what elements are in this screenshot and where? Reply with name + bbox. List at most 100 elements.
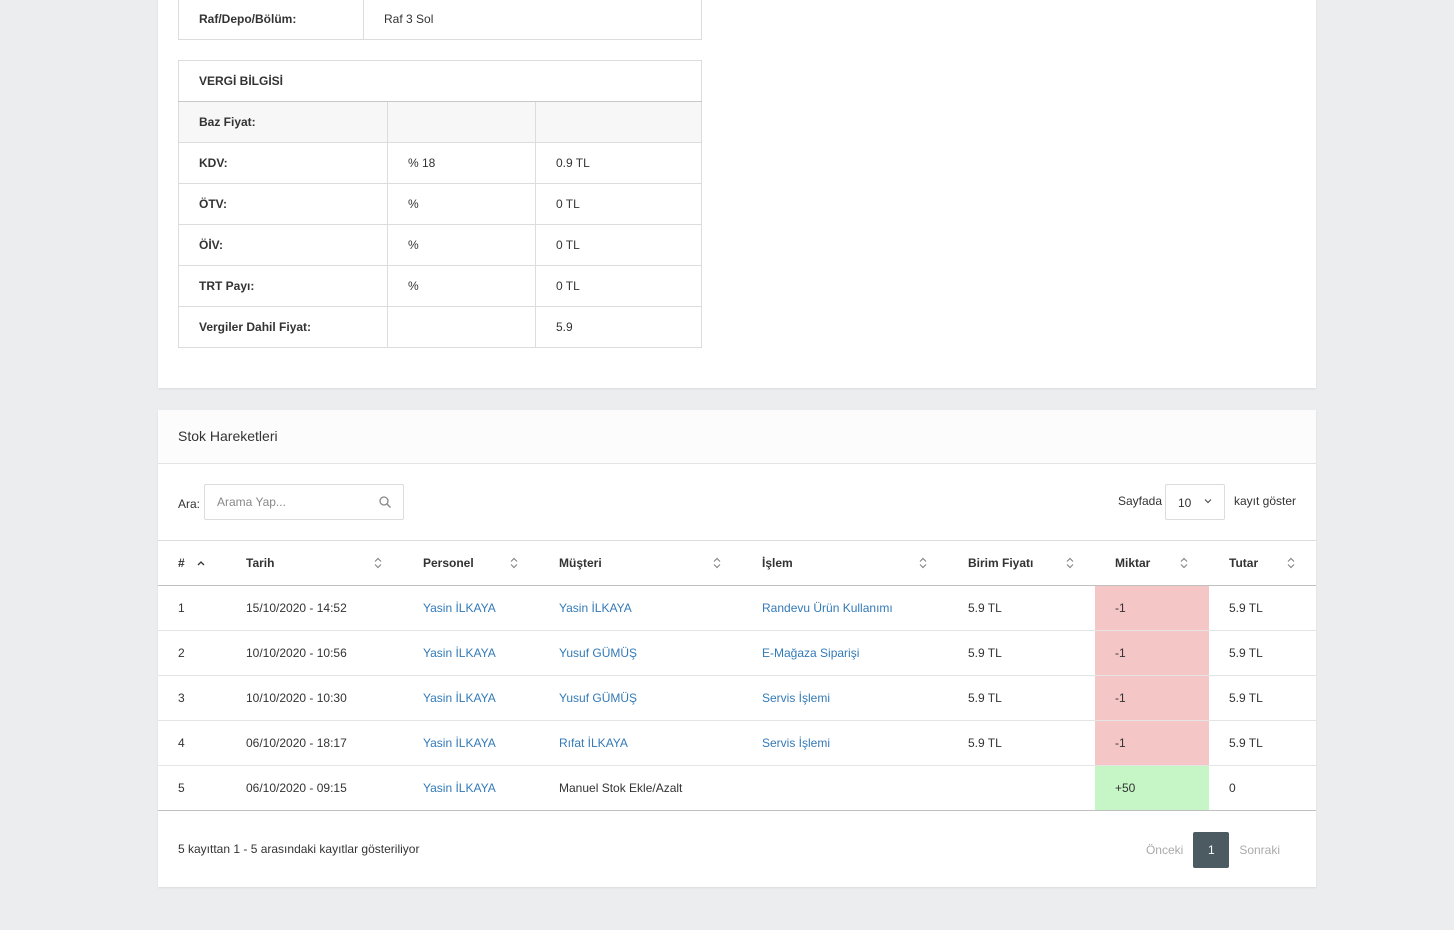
row-operation-link[interactable]: E-Mağaza Siparişi	[742, 630, 948, 676]
tax-row-percent	[387, 306, 536, 348]
tax-row-label: ÖİV:	[178, 224, 388, 266]
row-number: 5	[158, 765, 226, 811]
tax-row-amount: 0 TL	[535, 224, 702, 266]
sort-icon	[510, 557, 518, 569]
row-customer-link[interactable]: Yusuf GÜMÜŞ	[539, 630, 742, 676]
row-total: 5.9 TL	[1209, 720, 1316, 766]
next-page-button[interactable]: Sonraki	[1239, 843, 1280, 857]
sort-icon	[1287, 557, 1295, 569]
tax-row-percent: % 18	[387, 142, 536, 184]
card-title: Stok Hareketleri	[158, 410, 1316, 464]
tax-row-percent: %	[387, 224, 536, 266]
row-number: 3	[158, 675, 226, 721]
row-unit-price: 5.9 TL	[948, 675, 1095, 721]
row-customer-link[interactable]: Yasin İLKAYA	[539, 585, 742, 631]
row-staff-link[interactable]: Yasin İLKAYA	[403, 675, 539, 721]
tax-row-label: ÖTV:	[178, 183, 388, 225]
row-staff-link[interactable]: Yasin İLKAYA	[403, 720, 539, 766]
row-operation-link[interactable]: Randevu Ürün Kullanımı	[742, 585, 948, 631]
tax-row-amount: 5.9	[535, 306, 702, 348]
row-operation-link[interactable]: Servis İşlemi	[742, 675, 948, 721]
page-length-value: 10	[1178, 496, 1192, 510]
sort-icon	[1066, 557, 1074, 569]
stock-movements-card: Stok Hareketleri Ara: Sayfada 10 kayıt g…	[158, 410, 1316, 887]
row-staff-link[interactable]: Yasin İLKAYA	[403, 585, 539, 631]
row-unit-price: 5.9 TL	[948, 720, 1095, 766]
col-header-no[interactable]: #	[158, 540, 226, 586]
row-customer-text: Manuel Stok Ekle/Azalt	[539, 765, 742, 811]
col-header-staff[interactable]: Personel	[403, 540, 539, 586]
page-length-select[interactable]: 10	[1165, 484, 1225, 520]
table-row: 2 10/10/2020 - 10:56 Yasin İLKAYA Yusuf …	[158, 630, 1316, 676]
sort-icon	[713, 557, 721, 569]
sort-ascending-icon	[197, 561, 205, 566]
location-value: Raf 3 Sol	[363, 0, 702, 40]
col-header-customer[interactable]: Müşteri	[539, 540, 742, 586]
tax-row: Vergiler Dahil Fiyat: 5.9	[178, 306, 702, 348]
row-total: 5.9 TL	[1209, 585, 1316, 631]
search-input[interactable]	[205, 485, 365, 519]
tax-row-percent: %	[387, 183, 536, 225]
tax-row-label: TRT Payı:	[178, 265, 388, 307]
row-quantity: -1	[1095, 675, 1209, 721]
row-number: 4	[158, 720, 226, 766]
row-unit-price	[948, 765, 1095, 811]
row-number: 2	[158, 630, 226, 676]
col-header-total[interactable]: Tutar	[1209, 540, 1316, 586]
row-quantity: -1	[1095, 720, 1209, 766]
tax-row: TRT Payı: % 0 TL	[178, 265, 702, 307]
row-date: 06/10/2020 - 18:17	[226, 720, 403, 766]
col-header-quantity[interactable]: Miktar	[1095, 540, 1209, 586]
col-header-operation[interactable]: İşlem	[742, 540, 948, 586]
table-toolbar: Ara: Sayfada 10 kayıt göster	[158, 464, 1316, 540]
page-length-label: Sayfada	[1117, 494, 1162, 508]
pagination: Önceki 1 Sonraki	[1138, 832, 1288, 868]
previous-page-button[interactable]: Önceki	[1145, 843, 1184, 857]
location-table: Raf/Depo/Bölüm: Raf 3 Sol	[178, 0, 702, 40]
row-quantity: -1	[1095, 630, 1209, 676]
table-info: 5 kayıttan 1 - 5 arasındaki kayıtlar gös…	[178, 842, 420, 856]
row-staff-link[interactable]: Yasin İLKAYA	[403, 630, 539, 676]
row-customer-link[interactable]: Rıfat İLKAYA	[539, 720, 742, 766]
row-date: 10/10/2020 - 10:56	[226, 630, 403, 676]
tax-row-amount: 0.9 TL	[535, 142, 702, 184]
tax-row-amount: 0 TL	[535, 265, 702, 307]
row-quantity: +50	[1095, 765, 1209, 811]
tax-row-percent	[387, 101, 536, 143]
search-label: Ara:	[178, 497, 201, 511]
table-row: 4 06/10/2020 - 18:17 Yasin İLKAYA Rıfat …	[158, 720, 1316, 766]
row-staff-link[interactable]: Yasin İLKAYA	[403, 765, 539, 811]
row-date: 15/10/2020 - 14:52	[226, 585, 403, 631]
table-footer: 5 kayıttan 1 - 5 arasındaki kayıtlar gös…	[158, 811, 1316, 887]
col-header-date[interactable]: Tarih	[226, 540, 403, 586]
col-header-unit-price[interactable]: Birim Fiyatı	[948, 540, 1095, 586]
tax-row-label: Vergiler Dahil Fiyat:	[178, 306, 388, 348]
row-total: 0	[1209, 765, 1316, 811]
row-quantity: -1	[1095, 585, 1209, 631]
page-1-button[interactable]: 1	[1193, 832, 1230, 868]
table-row: 5 06/10/2020 - 09:15 Yasin İLKAYA Manuel…	[158, 765, 1316, 811]
tax-row: ÖİV: % 0 TL	[178, 224, 702, 266]
sort-icon	[374, 557, 382, 569]
tax-info-table: VERGİ BİLGİSİ Baz Fiyat: KDV: % 18 0.9 T…	[178, 60, 702, 348]
row-total: 5.9 TL	[1209, 630, 1316, 676]
tax-info-header: VERGİ BİLGİSİ	[178, 60, 702, 102]
row-customer-link[interactable]: Yusuf GÜMÜŞ	[539, 675, 742, 721]
row-total: 5.9 TL	[1209, 675, 1316, 721]
row-number: 1	[158, 585, 226, 631]
page-length-suffix: kayıt göster	[1233, 494, 1296, 508]
search-icon[interactable]	[379, 496, 391, 508]
row-unit-price: 5.9 TL	[948, 630, 1095, 676]
tax-row-label: Baz Fiyat:	[178, 101, 388, 143]
product-detail-card: Raf/Depo/Bölüm: Raf 3 Sol VERGİ BİLGİSİ …	[158, 0, 1316, 388]
chevron-down-icon	[1204, 499, 1212, 504]
row-operation-link[interactable]: Servis İşlemi	[742, 720, 948, 766]
tax-row-amount: 0 TL	[535, 183, 702, 225]
tax-row: KDV: % 18 0.9 TL	[178, 142, 702, 184]
sort-icon	[919, 557, 927, 569]
row-unit-price: 5.9 TL	[948, 585, 1095, 631]
row-date: 06/10/2020 - 09:15	[226, 765, 403, 811]
search-box[interactable]	[204, 484, 404, 520]
tax-row-percent: %	[387, 265, 536, 307]
tax-row: ÖTV: % 0 TL	[178, 183, 702, 225]
